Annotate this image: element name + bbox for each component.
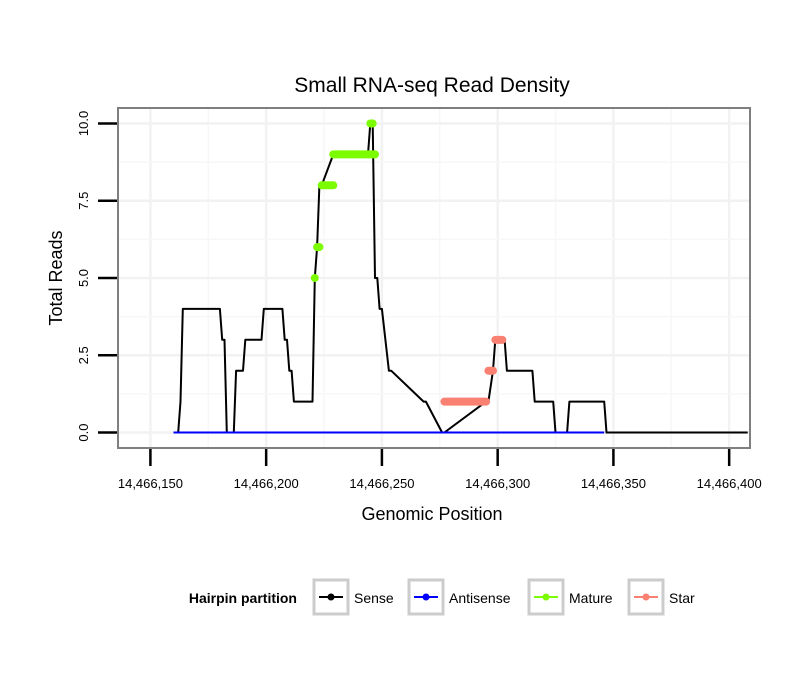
y-axis: 0.0 2.5 5.0 7.5 10.0 [76,111,117,442]
mature-point [310,274,319,282]
y-tick-label: 7.5 [76,192,91,210]
series-layer [173,119,748,434]
legend-label: Star [669,590,695,606]
legend-label: Mature [569,590,613,606]
x-tick-label: 14,466,350 [581,476,646,491]
x-axis: 14,466,150 14,466,200 14,466,250 14,466,300… [118,449,762,491]
legend-label: Antisense [449,590,511,606]
grid-lines [118,108,750,448]
plot-panel-border [117,107,751,449]
legend-label: Sense [354,590,394,606]
x-tick-label: 14,466,300 [465,476,530,491]
legend: Hairpin partition Sense Antisense Mature St… [189,578,695,616]
y-tick-label: 10.0 [76,111,91,136]
y-tick-label: 5.0 [76,269,91,287]
chart-title: Small RNA-seq Read Density [294,74,570,97]
legend-title: Hairpin partition [189,590,297,606]
x-tick-label: 14,466,150 [118,476,183,491]
x-axis-label: Genomic Position [361,504,502,524]
legend-key-dot [422,593,430,601]
y-axis-label: Total Reads [46,230,66,325]
x-tick-label: 14,466,250 [349,476,414,491]
x-tick-label: 14,466,400 [697,476,762,491]
legend-key-dot [642,593,650,601]
legend-key-dot [542,593,550,601]
x-tick-label: 14,466,200 [234,476,299,491]
y-tick-label: 0.0 [76,424,91,442]
legend-key-dot [327,593,335,601]
y-tick-label: 2.5 [76,346,91,364]
